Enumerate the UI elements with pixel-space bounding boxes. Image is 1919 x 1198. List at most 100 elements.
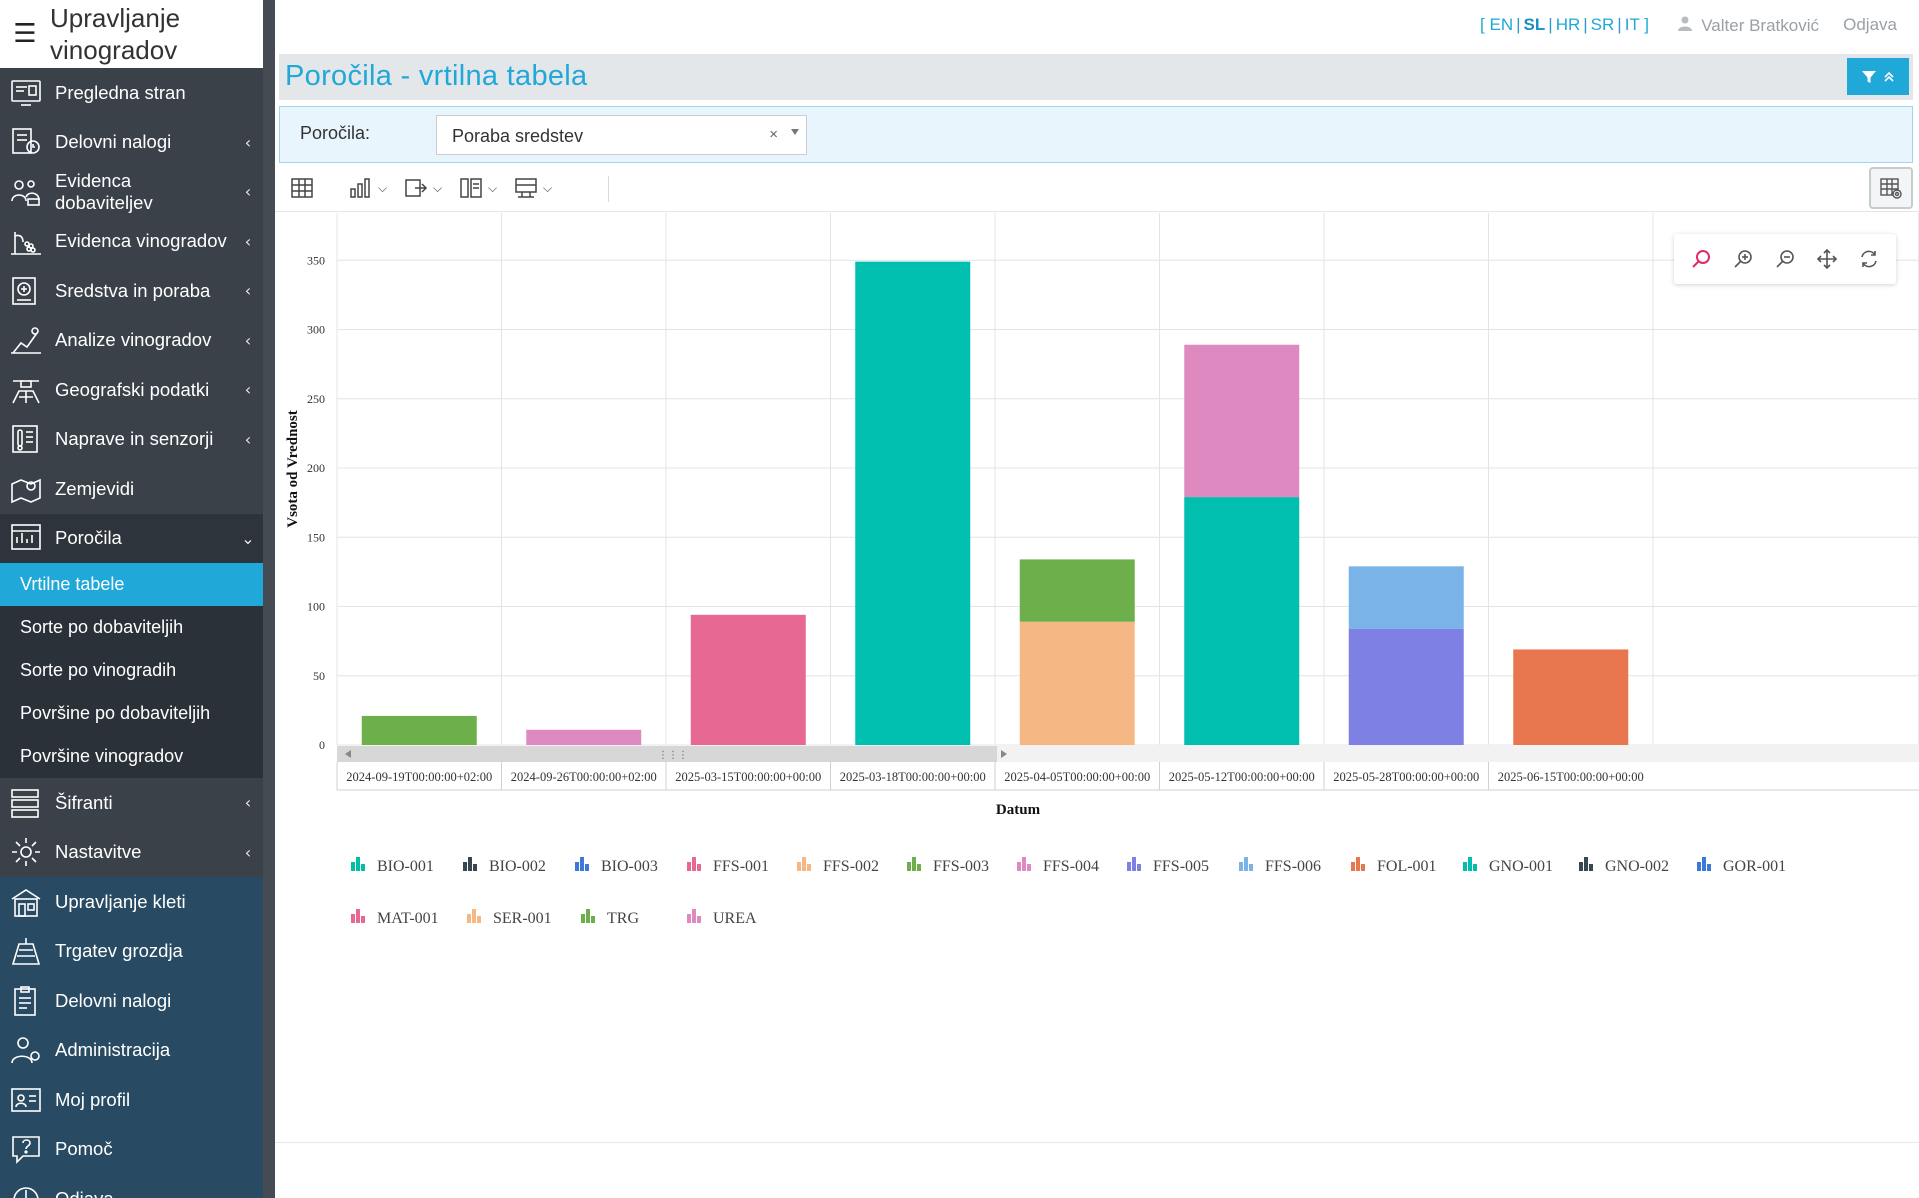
submenu-item-povrsine-vinogradov[interactable]: Površine vinogradov — [0, 735, 263, 778]
legend-item[interactable]: TRG — [581, 909, 639, 927]
legend-item[interactable]: GNO-001 — [1463, 857, 1553, 875]
user-menu[interactable]: Valter Bratković — [1677, 15, 1819, 36]
filter-toggle-button[interactable] — [1847, 58, 1909, 95]
sidebar-item-evidenca-vinogradov[interactable]: Evidenca vinogradov ‹ — [0, 217, 263, 267]
legend-item[interactable]: FFS-001 — [687, 857, 769, 875]
sidebar-item-analize-vinogradov[interactable]: Analize vinogradov ‹ — [0, 316, 263, 366]
sidebar-item-geografski-podatki[interactable]: Geografski podatki ‹ — [0, 365, 263, 415]
charts-dropdown-button[interactable]: ⌵ — [348, 174, 387, 202]
chart-bar — [1019, 559, 1135, 622]
reset-zoom-button[interactable] — [1855, 245, 1883, 273]
legend-swatch — [1017, 862, 1021, 871]
submenu-item-povrsine-po-dobaviteljih[interactable]: Površine po dobaviteljih — [0, 692, 263, 735]
sidebar-item-odjava[interactable]: Odjava — [0, 1174, 263, 1198]
filter-panel: Poročila: Poraba sredstev × — [279, 106, 1913, 163]
pivot-toolbar: ⌵ ⌵ ⌵ ⌵ — [275, 164, 1919, 212]
legend-swatch — [1463, 862, 1467, 871]
pan-icon — [1816, 248, 1838, 270]
legend-item[interactable]: SER-001 — [467, 909, 552, 927]
sidebar-item-delovni-nalogi[interactable]: Delovni nalogi ‹ — [0, 118, 263, 168]
layout-dropdown-button[interactable]: ⌵ — [458, 174, 497, 202]
page-title: Poročila - vrtilna tabela — [285, 60, 588, 92]
legend-item[interactable]: BIO-001 — [351, 857, 434, 875]
sidebar-item-upravljanje-kleti[interactable]: Upravljanje kleti — [0, 877, 263, 927]
sidebar-item-sredstva-in-poraba[interactable]: Sredstva in poraba ‹ — [0, 266, 263, 316]
legend-item[interactable]: BIO-003 — [575, 857, 658, 875]
legend-swatch — [575, 862, 579, 871]
chevron-down-icon: ⌄ — [241, 528, 255, 548]
legend-item[interactable]: MAT-001 — [351, 909, 439, 927]
legend-item[interactable]: FFS-006 — [1239, 857, 1321, 875]
zoom-select-button[interactable] — [1687, 245, 1715, 273]
legend-swatch — [468, 857, 472, 871]
chart-bar — [526, 729, 642, 745]
legend-item[interactable]: GOR-001 — [1697, 857, 1786, 875]
legend-label: FFS-005 — [1153, 858, 1209, 875]
format-dropdown-button[interactable]: ⌵ — [513, 174, 552, 202]
caret-down-icon[interactable] — [791, 129, 799, 135]
sidebar-item-label: Delovni nalogi — [55, 989, 172, 1011]
drone-icon — [4, 371, 48, 409]
export-dropdown-button[interactable]: ⌵ — [403, 174, 442, 202]
sidebar-item-porocila[interactable]: Poročila ⌄ — [0, 513, 263, 563]
sidebar-item-label: Analize vinogradov — [55, 329, 212, 351]
legend-swatch — [907, 862, 911, 871]
sidebar-item-label: Sredstva in poraba — [55, 279, 211, 301]
legend-label: BIO-001 — [377, 858, 434, 875]
zoom-in-button[interactable] — [1729, 245, 1757, 273]
legend-label: TRG — [607, 910, 639, 927]
y-tick-label: 350 — [307, 253, 325, 267]
hamburger-icon[interactable]: ☰ — [13, 19, 37, 49]
lang-hr[interactable]: HR — [1555, 15, 1581, 34]
clear-icon[interactable]: × — [769, 126, 778, 143]
sidebar-item-pomoc[interactable]: Pomoč — [0, 1125, 263, 1175]
grid-settings-button[interactable] — [1869, 167, 1913, 209]
legend-item[interactable]: FFS-005 — [1127, 857, 1209, 875]
legend-label: FOL-001 — [1377, 858, 1437, 875]
sidebar-item-administracija[interactable]: Administracija — [0, 1026, 263, 1076]
pan-button[interactable] — [1813, 245, 1841, 273]
legend-item[interactable]: FFS-002 — [797, 857, 879, 875]
sidebar-item-moj-profil[interactable]: Moj profil — [0, 1075, 263, 1125]
submenu-item-sorte-po-vinogradih[interactable]: Sorte po vinogradih — [0, 649, 263, 692]
lang-sl[interactable]: SL — [1523, 15, 1546, 34]
x-tick-label: 2025-03-15T00:00:00+00:00 — [675, 770, 821, 784]
legend-swatch — [912, 857, 916, 871]
cellar-icon — [4, 883, 48, 921]
legend-item[interactable]: GNO-002 — [1579, 857, 1669, 875]
legend-item[interactable]: FFS-004 — [1017, 857, 1099, 875]
grid-view-button[interactable] — [289, 174, 315, 202]
legend-swatch — [1473, 864, 1477, 871]
legend-swatch — [692, 857, 696, 871]
logout-link[interactable]: Odjava — [1843, 15, 1897, 34]
sidebar-item-label: Delovni nalogi — [55, 131, 172, 153]
report-select[interactable]: Poraba sredstev × — [436, 115, 807, 155]
sidebar-item-pregledna-stran[interactable]: Pregledna stran — [0, 68, 263, 118]
submenu-item-sorte-po-dobaviteljih[interactable]: Sorte po dobaviteljih — [0, 606, 263, 649]
legend-swatch — [1351, 862, 1355, 871]
legend-item[interactable]: FOL-001 — [1351, 857, 1437, 875]
legend-swatch — [351, 914, 355, 923]
lang-en[interactable]: EN — [1489, 15, 1514, 34]
y-tick-label: 200 — [307, 461, 325, 475]
zoom-out-button[interactable] — [1771, 245, 1799, 273]
lang-it[interactable]: IT — [1624, 15, 1640, 34]
legend-swatch — [591, 916, 595, 923]
lang-sr[interactable]: SR — [1590, 15, 1615, 34]
legend-item[interactable]: UREA — [687, 909, 757, 927]
legend-swatch — [472, 909, 476, 923]
sidebar-item-label: Administracija — [55, 1039, 171, 1061]
sidebar-item-sifranti[interactable]: Šifranti ‹ — [0, 778, 263, 828]
sidebar-item-trgatev-grozdja[interactable]: Trgatev grozdja — [0, 927, 263, 977]
sidebar-item-nastavitve[interactable]: Nastavitve ‹ — [0, 828, 263, 878]
sidebar-item-naprave-in-senzorji[interactable]: Naprave in senzorji ‹ — [0, 415, 263, 465]
y-tick-label: 150 — [307, 530, 325, 544]
sidebar-item-zemjevidi[interactable]: Zemjevidi — [0, 464, 263, 514]
legend-item[interactable]: FFS-003 — [907, 857, 989, 875]
legend-item[interactable]: BIO-002 — [463, 857, 546, 875]
sidebar-item-evidenca-dobaviteljev[interactable]: Evidenca dobaviteljev ‹ — [0, 167, 263, 217]
submenu-item-vrtilne-tabele[interactable]: Vrtilne tabele — [0, 563, 263, 606]
bar-chart-icon — [350, 178, 370, 198]
sidebar-item-delovni-nalogi-klet[interactable]: Delovni nalogi — [0, 976, 263, 1026]
